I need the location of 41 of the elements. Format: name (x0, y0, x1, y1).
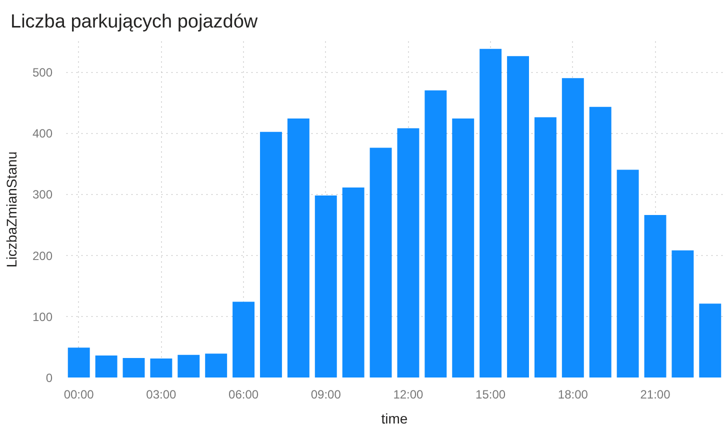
x-tick-label: 21:00 (640, 388, 671, 402)
y-tick-label: 300 (32, 188, 53, 202)
bar (397, 128, 420, 378)
bar (452, 118, 474, 378)
x-tick-label: 15:00 (476, 388, 506, 402)
bar (260, 132, 282, 378)
bar (314, 195, 337, 378)
bar (150, 358, 172, 378)
bar (507, 56, 529, 378)
bar (205, 354, 228, 378)
y-tick-label: 100 (32, 310, 53, 324)
x-tick-label: 18:00 (558, 388, 588, 402)
bar (370, 148, 392, 378)
y-axis-title: LiczbaZmianStanu (3, 152, 20, 268)
y-tick-label: 400 (32, 126, 53, 141)
bar (562, 78, 584, 378)
bar (122, 358, 145, 378)
bar (68, 348, 90, 378)
y-tick-label: 200 (32, 248, 53, 263)
bar (178, 354, 200, 378)
chart-title: Liczba parkujących pojazdów (10, 12, 258, 32)
bar (616, 170, 639, 378)
bar (644, 215, 666, 378)
bar (699, 304, 722, 378)
bar (534, 117, 556, 378)
bar (95, 356, 118, 378)
x-tick-label: 03:00 (146, 388, 177, 402)
bar (342, 188, 364, 378)
bar (480, 48, 502, 378)
bar (672, 250, 694, 378)
y-tick-label: 0 (46, 371, 53, 385)
y-tick-label: 500 (32, 66, 53, 80)
bar (287, 118, 310, 378)
x-tick-label: 12:00 (393, 388, 424, 402)
x-tick-label: 06:00 (228, 388, 259, 402)
x-axis-title: time (381, 410, 408, 426)
x-tick-label: 00:00 (64, 388, 94, 402)
bar (589, 106, 612, 378)
bar (232, 302, 255, 378)
bar (424, 90, 447, 378)
x-tick-label: 09:00 (310, 388, 342, 402)
